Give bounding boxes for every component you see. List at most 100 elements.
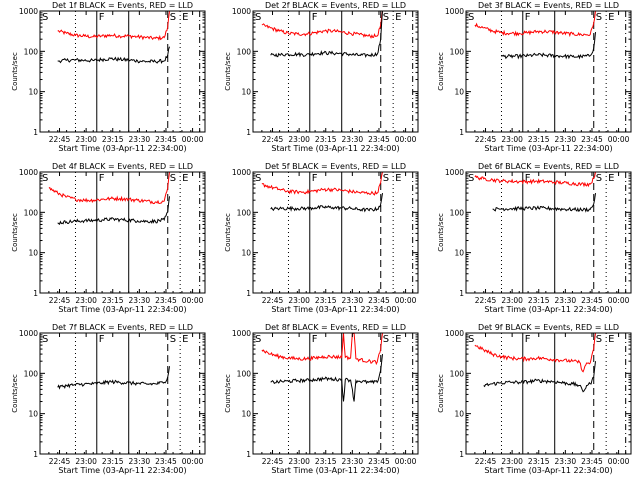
y-tick-label: 100 [24, 208, 39, 217]
lld-series-line [261, 11, 383, 39]
x-tick-label: 23:30 [342, 296, 364, 305]
x-tick-label: 23:30 [342, 135, 364, 144]
y-tick-label: 10 [241, 249, 251, 258]
marker-label-f: F [99, 12, 105, 23]
y-tick-label: 10 [28, 88, 38, 97]
x-tick-label: 22:45 [49, 296, 71, 305]
x-tick-label: 00:00 [608, 296, 630, 305]
marker-label-e: E [395, 334, 401, 345]
x-tick-label: 23:15 [528, 457, 550, 466]
x-tick-label: 23:45 [155, 135, 177, 144]
marker-label-e: E [608, 334, 614, 345]
marker-label-s: S [42, 334, 48, 345]
y-axis-label: Counts/sec [224, 374, 232, 413]
y-tick-label: 100 [24, 47, 39, 56]
y-tick-label: 100 [450, 47, 465, 56]
marker-label-s: S [596, 173, 602, 184]
marker-label-f: F [312, 12, 318, 23]
x-tick-label: 22:45 [49, 457, 71, 466]
y-tick-label: 10 [454, 249, 464, 258]
y-axis-label: Counts/sec [224, 213, 232, 252]
lld-series-line [474, 333, 596, 373]
events-series-line [270, 193, 383, 213]
lld-series-line [474, 11, 596, 38]
y-tick-label: 1 [246, 450, 251, 459]
x-tick-label: 00:00 [608, 457, 630, 466]
y-axis-label: Counts/sec [437, 213, 445, 252]
y-tick-label: 1000 [19, 329, 38, 338]
panel-title: Det 5f BLACK = Events, RED = LLD [265, 162, 406, 171]
x-axis-label: Start Time (03-Apr-11 22:34:00) [58, 305, 186, 314]
lld-series-line [57, 11, 170, 41]
events-series-line [270, 354, 383, 402]
x-tick-label: 23:15 [528, 135, 550, 144]
x-tick-label: 00:00 [395, 296, 417, 305]
plot-frame [252, 171, 419, 294]
y-axis-label: Counts/sec [11, 52, 19, 91]
y-tick-label: 10 [28, 410, 38, 419]
marker-label-f: F [99, 334, 105, 345]
events-series-line [57, 366, 170, 390]
panel-title: Det 9f BLACK = Events, RED = LLD [478, 323, 619, 332]
events-series-line [270, 11, 383, 58]
y-axis-label: Counts/sec [437, 52, 445, 91]
marker-label-e: E [608, 173, 614, 184]
x-tick-label: 22:45 [475, 296, 497, 305]
y-tick-label: 1000 [232, 7, 251, 16]
y-tick-label: 1 [33, 289, 38, 298]
x-tick-label: 23:30 [129, 457, 151, 466]
y-tick-label: 1000 [232, 168, 251, 177]
x-axis-label: Start Time (03-Apr-11 22:34:00) [484, 144, 612, 153]
x-axis-label: Start Time (03-Apr-11 22:34:00) [484, 466, 612, 475]
plot-frame [252, 332, 419, 455]
x-tick-label: 00:00 [182, 296, 204, 305]
lld-series-line [261, 172, 383, 196]
y-tick-label: 1 [246, 128, 251, 137]
marker-label-s: S [170, 12, 176, 23]
x-tick-label: 23:30 [555, 457, 577, 466]
events-series-line [483, 361, 596, 393]
marker-label-s: S [42, 173, 48, 184]
x-tick-label: 23:45 [581, 135, 603, 144]
x-axis-label: Start Time (03-Apr-11 22:34:00) [271, 305, 399, 314]
x-tick-label: 23:15 [315, 135, 337, 144]
plot-frame [39, 332, 206, 455]
x-tick-label: 23:00 [501, 135, 523, 144]
marker-label-f: F [525, 334, 531, 345]
marker-label-e: E [182, 334, 188, 345]
x-axis-label: Start Time (03-Apr-11 22:34:00) [271, 466, 399, 475]
y-tick-label: 100 [237, 369, 252, 378]
lld-series-line [261, 333, 383, 366]
marker-label-s: S [170, 334, 176, 345]
lld-series-line [48, 172, 170, 205]
x-tick-label: 23:45 [368, 296, 390, 305]
panel-title: Det 3f BLACK = Events, RED = LLD [478, 1, 619, 10]
events-series-line [492, 193, 596, 213]
x-tick-label: 23:15 [315, 296, 337, 305]
y-tick-label: 1000 [445, 329, 464, 338]
y-tick-label: 1000 [19, 168, 38, 177]
x-axis-label: Start Time (03-Apr-11 22:34:00) [484, 305, 612, 314]
marker-label-e: E [395, 12, 401, 23]
x-tick-label: 22:45 [49, 135, 71, 144]
marker-label-s: S [255, 12, 261, 23]
x-axis-label: Start Time (03-Apr-11 22:34:00) [58, 144, 186, 153]
y-tick-label: 1000 [445, 7, 464, 16]
marker-label-e: E [182, 12, 188, 23]
events-series-line [501, 32, 596, 60]
panel-title: Det 4f BLACK = Events, RED = LLD [52, 162, 193, 171]
y-tick-label: 100 [24, 369, 39, 378]
marker-label-s: S [383, 334, 389, 345]
x-tick-label: 23:00 [288, 135, 310, 144]
plot-frame [465, 10, 632, 133]
y-tick-label: 100 [237, 47, 252, 56]
marker-label-s: S [255, 334, 261, 345]
marker-label-s: S [42, 12, 48, 23]
x-tick-label: 00:00 [182, 135, 204, 144]
